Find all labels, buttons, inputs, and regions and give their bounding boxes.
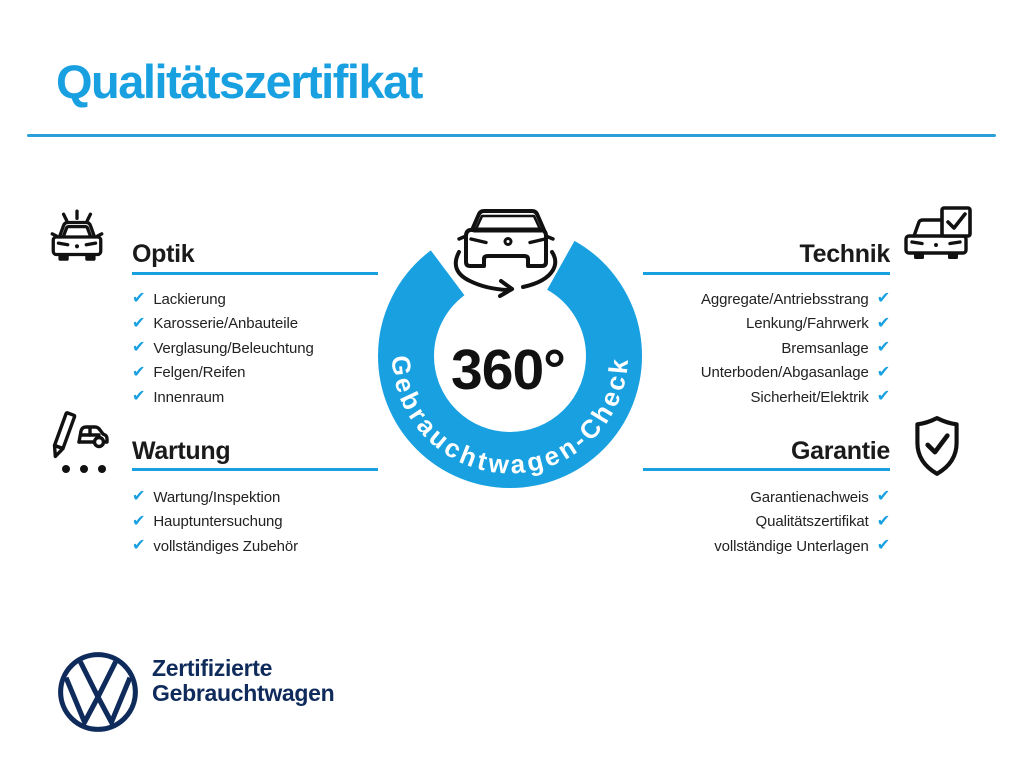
checklist-garantie: Garantienachweis ✔ Qualitätszertifikat ✔ v… [560, 485, 890, 559]
section-title-garantie: Garantie [790, 437, 890, 465]
checklist-item: ✔ Innenraum [132, 385, 432, 410]
check-icon: ✔ [876, 488, 890, 506]
check-icon: ✔ [132, 537, 146, 555]
inspection-pencil-car-icon [44, 410, 112, 478]
checklist-wartung: ✔ Wartung/Inspektion ✔ Hauptuntersuchung ✔… [132, 485, 432, 559]
checklist-item: ✔ Karosserie/Anbauteile [132, 312, 432, 337]
page-title: Qualitätszertifikat [56, 55, 423, 108]
check-icon: ✔ [876, 290, 890, 308]
checklist-item: Lenkung/Fahrwerk ✔ [560, 312, 890, 337]
checklist-item-label: Lenkung/Fahrwerk [746, 315, 869, 333]
shiny-car-icon [46, 206, 108, 270]
check-icon: ✔ [876, 339, 890, 357]
checklist-item-label: Aggregate/Antriebsstrang [700, 290, 869, 308]
checklist-optik: ✔ Lackierung ✔ Karosserie/Anbauteile ✔ Verg… [132, 287, 432, 410]
rotating-car-icon [453, 209, 558, 298]
checklist-item-label: Wartung/Inspektion [153, 488, 281, 506]
checklist-item-label: Lackierung [153, 290, 226, 308]
vw-logo [56, 650, 140, 734]
checklist-item: Qualitätszertifikat ✔ [560, 510, 891, 535]
checklist-item-label: Verglasung/Beleuchtung [153, 339, 314, 357]
checklist-item-label: Sicherheit/Elektrik [750, 388, 869, 406]
check-icon: ✔ [876, 388, 890, 406]
section-rule-wartung [132, 468, 378, 471]
brand-claim: Zertifizierte Gebrauchtwagen [152, 655, 335, 706]
checklist-item-label: vollständiges Zubehör [153, 537, 298, 555]
center-360-graphic: Gebrauchtwagen-Check 360° [378, 209, 642, 488]
car-checkbox-icon [901, 206, 975, 274]
checklist-item: Unterboden/Abgasanlage ✔ [560, 361, 890, 386]
check-icon: ✔ [876, 363, 890, 381]
check-icon: ✔ [132, 339, 146, 357]
checklist-item: ✔ Wartung/Inspektion [132, 485, 432, 510]
check-icon: ✔ [132, 290, 146, 308]
degree-label: 360° [451, 338, 565, 402]
checklist-item: Bremsanlage ✔ [560, 336, 890, 361]
checklist-item: ✔ vollständiges Zubehör [132, 534, 432, 559]
checklist-item-label: Innenraum [153, 388, 225, 406]
title-divider [27, 134, 996, 137]
checklist-item: ✔ Hauptuntersuchung [132, 510, 432, 535]
checklist-item: vollständige Unterlagen ✔ [560, 534, 890, 559]
check-icon: ✔ [876, 512, 890, 530]
check-icon: ✔ [132, 363, 146, 381]
ring [378, 224, 642, 488]
checklist-item-label: Unterboden/Abgasanlage [700, 364, 869, 382]
section-rule-garantie [643, 468, 890, 471]
checklist-item: Garantienachweis ✔ [560, 485, 890, 510]
checklist-item-label: Qualitätszertifikat [755, 513, 869, 531]
check-icon: ✔ [132, 314, 146, 332]
check-icon: ✔ [132, 488, 146, 506]
check-icon: ✔ [876, 537, 890, 555]
checklist-item-label: Felgen/Reifen [153, 364, 246, 382]
checklist-item-label: vollständige Unterlagen [714, 537, 869, 555]
section-title-wartung: Wartung [132, 437, 231, 465]
checklist-item-label: Hauptuntersuchung [153, 513, 283, 531]
check-icon: ✔ [876, 314, 890, 332]
section-title-technik: Technik [799, 240, 890, 268]
check-icon: ✔ [132, 512, 146, 530]
checklist-item-label: Garantienachweis [750, 488, 869, 506]
brand-claim-line1: Zertifizierte [152, 655, 273, 681]
checklist-item: ✔ Verglasung/Beleuchtung [132, 336, 432, 361]
check-icon: ✔ [132, 388, 146, 406]
brand-claim-line2: Gebrauchtwagen [152, 680, 335, 706]
section-title-optik: Optik [132, 240, 195, 268]
checklist-item: ✔ Felgen/Reifen [132, 361, 432, 386]
checklist-item: Aggregate/Antriebsstrang ✔ [560, 287, 890, 312]
checklist-technik: Aggregate/Antriebsstrang ✔ Lenkung/Fahrwe… [560, 287, 890, 410]
checklist-item: ✔ Lackierung [132, 287, 432, 312]
shield-check-icon [906, 414, 968, 480]
checklist-item: Sicherheit/Elektrik ✔ [560, 385, 891, 410]
section-rule-technik [643, 272, 890, 275]
checklist-item-label: Karosserie/Anbauteile [153, 315, 298, 333]
section-rule-optik [132, 272, 378, 275]
checklist-item-label: Bremsanlage [781, 339, 869, 357]
